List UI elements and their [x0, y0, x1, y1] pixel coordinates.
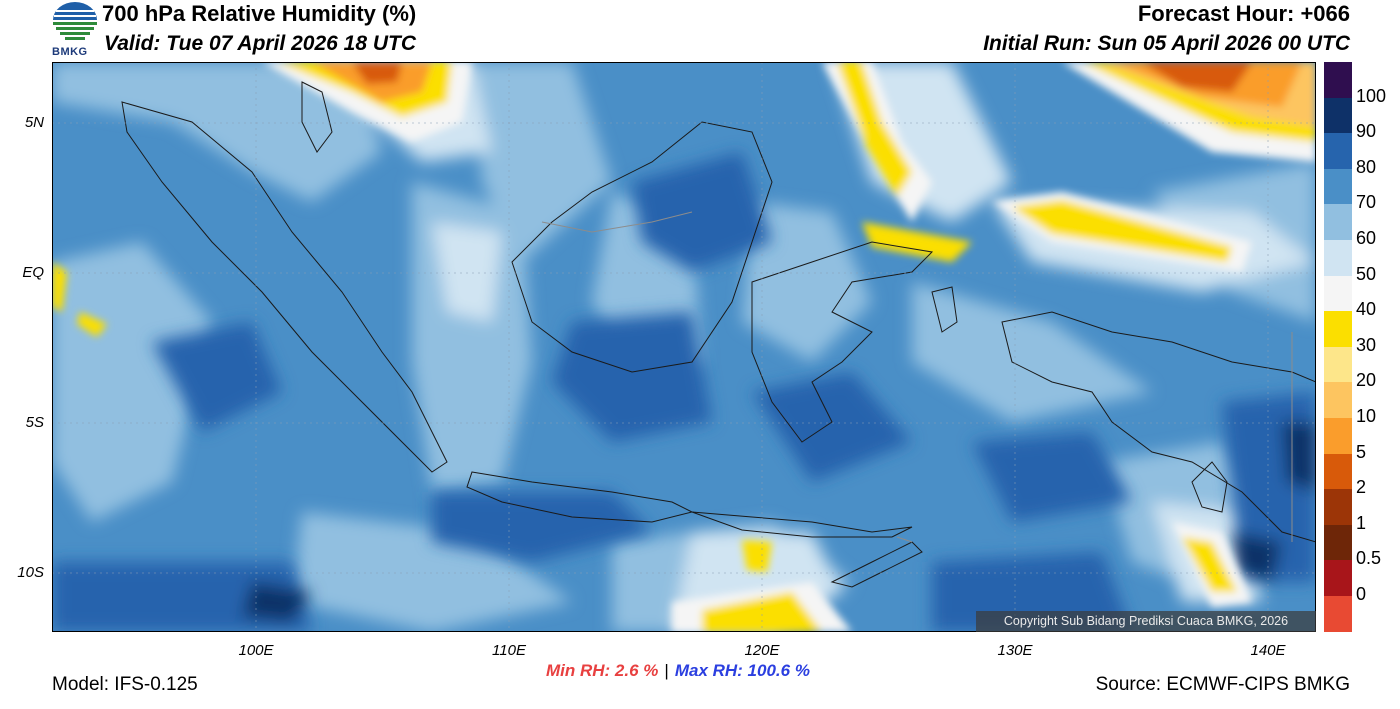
initial-run: Initial Run: Sun 05 April 2026 00 UTC [983, 32, 1350, 55]
aru-outline [1191, 461, 1228, 513]
graticule [52, 62, 1316, 632]
colorbar-cell [1324, 453, 1352, 490]
colorbar-label: 50 [1356, 263, 1377, 284]
colorbar [1324, 62, 1352, 632]
colorbar-cell [1324, 382, 1352, 418]
lon-label-110e: 110E [492, 642, 526, 659]
papua-outline [1001, 311, 1316, 543]
lon-label-100e: 100E [238, 642, 274, 659]
copyright-notice: Copyright Sub Bidang Prediksi Cuaca BMKG… [976, 611, 1316, 632]
colorbar-label: 20 [1356, 370, 1377, 391]
colorbar-cell [1324, 560, 1352, 596]
lat-label-5s: 5S [25, 414, 44, 431]
colorbar-cell [1324, 489, 1352, 525]
colorbar-cell [1324, 133, 1352, 169]
colorbar-label: 100 [1356, 85, 1387, 106]
min-rh: Min RH: 2.6 % [546, 661, 659, 680]
colorbar-label: 70 [1356, 192, 1377, 213]
malaysia-indonesia-border [541, 211, 693, 233]
rh-dry-zones [52, 62, 1316, 632]
colorbar-cell [1324, 595, 1352, 632]
colorbar-label: 80 [1356, 156, 1377, 177]
malay-peninsula-outline [301, 81, 333, 153]
colorbar-cell [1324, 346, 1352, 383]
lon-label-140e: 140E [1250, 642, 1286, 659]
nusa-tenggara-outline [691, 511, 913, 538]
forecast-hour: Forecast Hour: +066 [1137, 1, 1350, 26]
timor-outline [830, 541, 923, 588]
lat-label-10s: 10S [17, 564, 44, 581]
humidity-map [52, 62, 1316, 632]
colorbar-cell [1324, 524, 1352, 561]
java-outline [466, 471, 694, 523]
colorbar-label: 0 [1356, 584, 1367, 604]
lon-label-120e: 120E [744, 642, 780, 659]
colorbar-label: 90 [1356, 121, 1377, 142]
borders [541, 211, 1293, 543]
colorbar-label: 5 [1356, 441, 1367, 462]
colorbar-cell [1324, 275, 1352, 312]
lat-label-5n: 5N [24, 114, 44, 131]
colorbar-cell [1324, 62, 1352, 98]
colorbar-cell [1324, 168, 1352, 205]
timor-border [896, 536, 913, 543]
colorbar-cell [1324, 239, 1352, 276]
colorbar-cell [1324, 311, 1352, 347]
bmkg-logo-icon [53, 2, 97, 40]
colorbar-label: 0.5 [1356, 548, 1382, 569]
rh-60-70-zones [52, 62, 1316, 632]
map-title: 700 hPa Relative Humidity (%) [102, 1, 417, 26]
bmkg-logo: BMKG [50, 0, 100, 62]
colorbar-cell [1324, 204, 1352, 240]
colorbar-label: 40 [1356, 299, 1377, 320]
max-rh: Max RH: 100.6 % [674, 661, 810, 680]
valid-time: Valid: Tue 07 April 2026 18 UTC [104, 32, 417, 55]
model-label: Model: IFS-0.125 [52, 674, 198, 695]
colorbar-label: 2 [1356, 477, 1367, 498]
colorbar-label: 30 [1356, 334, 1377, 355]
rh-stats: Min RH: 2.6 % | Max RH: 100.6 % [546, 661, 810, 681]
halmahera-outline [931, 286, 958, 333]
logo-text: BMKG [52, 46, 88, 58]
lat-label-eq: EQ [22, 264, 44, 281]
colorbar-label: 1 [1356, 512, 1367, 533]
source-label: Source: ECMWF-CIPS BMKG [1095, 674, 1350, 695]
colorbar-cell [1324, 97, 1352, 134]
stats-separator: | [664, 661, 669, 680]
lon-label-130e: 130E [997, 642, 1033, 659]
colorbar-label: 60 [1356, 228, 1377, 248]
sulawesi-outline [751, 241, 934, 443]
colorbar-label: 10 [1356, 406, 1377, 426]
map-frame [52, 62, 1316, 632]
sumatra-outline [121, 101, 448, 473]
colorbar-cell [1324, 417, 1352, 454]
